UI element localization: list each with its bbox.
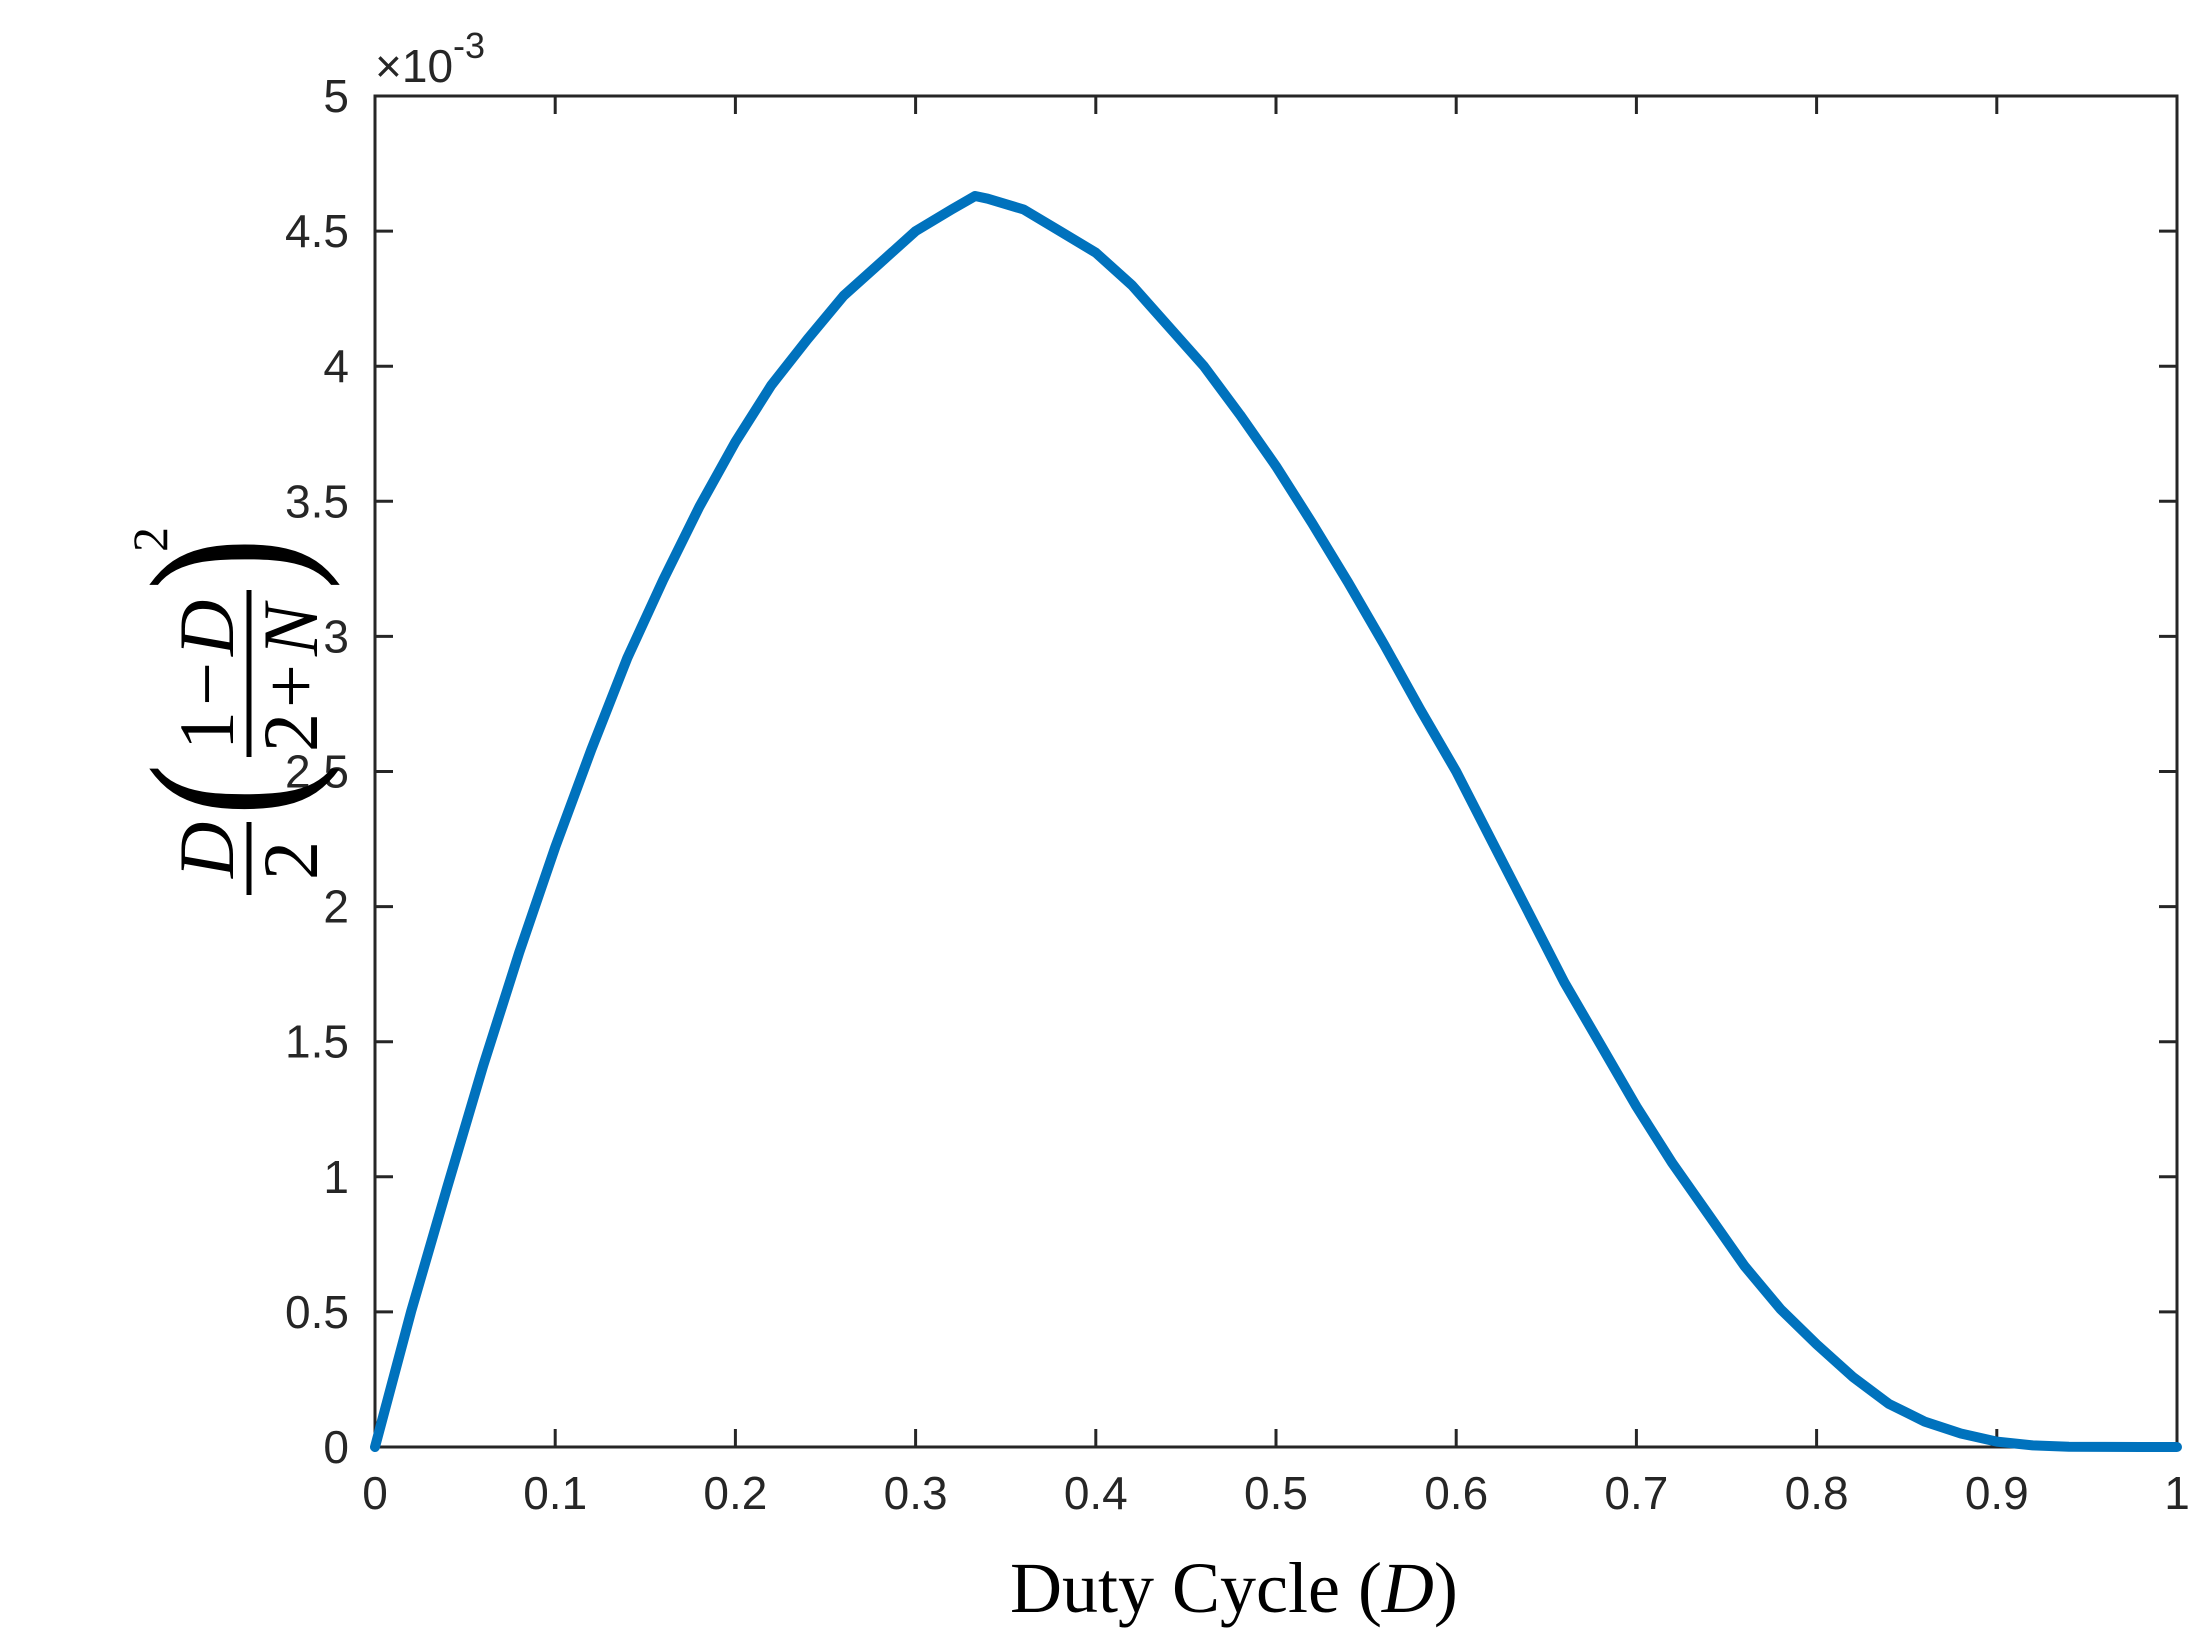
y-tick-label: 2 <box>323 881 349 933</box>
x-tick-label: 0.9 <box>1965 1467 2029 1519</box>
x-tick-label: 0.7 <box>1604 1467 1668 1519</box>
x-tick-label: 0.8 <box>1785 1467 1849 1519</box>
y-exponent-power: -3 <box>453 25 485 66</box>
y-tick-label: 0 <box>323 1421 349 1473</box>
y-tick-label: 1 <box>323 1151 349 1203</box>
x-tick-label: 0.2 <box>703 1467 767 1519</box>
y-label-numerator-D: D <box>163 822 250 879</box>
y-tick-label: 3 <box>323 610 349 662</box>
x-tick-label: 0.6 <box>1424 1467 1488 1519</box>
y-tick-label: 5 <box>323 70 349 122</box>
y-tick-label: 1.5 <box>285 1016 349 1068</box>
y-axis-label: D 2 ( 1 − D 2 + N ) 2 <box>109 527 341 895</box>
y-axis-ticks: 0 0.5 1 1.5 2 2.5 3 3.5 4 4.5 5 <box>285 70 2177 1473</box>
y-label-inner-den-op: + <box>247 664 334 708</box>
y-tick-label: 2.5 <box>285 746 349 798</box>
plot-area-frame <box>373 94 2179 1449</box>
y-tick-label: 3.5 <box>285 475 349 527</box>
x-axis-label-main: Duty Cycle ( <box>1010 1548 1382 1628</box>
x-tick-label: 0.4 <box>1064 1467 1128 1519</box>
x-axis-label: Duty Cycle (D) <box>1010 1548 1458 1628</box>
y-label-exponent: 2 <box>122 527 178 552</box>
y-label-right-paren: ) <box>109 538 341 590</box>
series-layer <box>370 191 2182 1452</box>
x-tick-label: 0 <box>362 1467 388 1519</box>
x-tick-label: 0.5 <box>1244 1467 1308 1519</box>
y-tick-label: 0.5 <box>285 1286 349 1338</box>
y-tick-label: 4.5 <box>285 205 349 257</box>
x-tick-label: 1 <box>2164 1467 2190 1519</box>
y-exponent-base: ×10 <box>375 40 453 92</box>
y-label-inner-den-N: N <box>247 600 334 657</box>
y-label-denominator-2: 2 <box>247 841 334 880</box>
y-tick-label: 4 <box>323 340 349 392</box>
x-axis-ticks: 0 0.1 0.2 0.3 0.4 0.5 0.6 0.7 0.8 0.9 1 <box>362 96 2190 1519</box>
y-label-left-paren: ( <box>109 764 341 816</box>
x-axis-label-variable: D <box>1381 1548 1434 1628</box>
y-label-inner-num-op: − <box>163 662 250 706</box>
series-line <box>370 191 2182 1452</box>
y-label-inner-den-2: 2 <box>247 713 334 752</box>
x-tick-label: 0.3 <box>884 1467 948 1519</box>
y-label-inner-num-D: D <box>163 600 250 657</box>
x-axis-label-close: ) <box>1434 1548 1458 1628</box>
y-label-inner-num-1: 1 <box>163 711 250 750</box>
x-tick-label: 0.1 <box>523 1467 587 1519</box>
